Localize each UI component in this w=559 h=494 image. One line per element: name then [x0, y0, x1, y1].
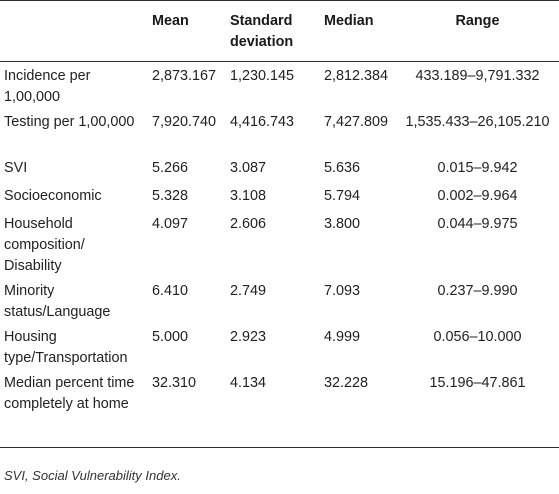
cell-sd: 1,230.145 — [230, 68, 295, 84]
cell-mean: 2,873.167 — [152, 68, 217, 84]
cell-median: 7,427.809 — [324, 114, 389, 130]
cell-median: 5.636 — [324, 160, 361, 176]
cell-range: 0.056–10.000 — [433, 329, 522, 345]
row-label: Testing per 1,00,000 — [4, 114, 135, 130]
cell-mean: 5.328 — [152, 188, 189, 204]
cell-sd: 2.749 — [230, 283, 267, 299]
cell-sd: 4,416.743 — [230, 114, 295, 130]
header-median: Median — [324, 13, 374, 29]
row-label: Incidence per 1,00,000 — [4, 68, 91, 105]
cell-sd: 2.923 — [230, 329, 267, 345]
header-standard-deviation: Standard deviation — [230, 13, 294, 50]
cell-range: 1,535.433–26,105.210 — [405, 114, 550, 130]
row-label: Minority status/Language — [4, 283, 111, 320]
header-row: Mean Standard deviation Median Range — [0, 0, 559, 62]
cell-mean: 7,920.740 — [152, 114, 217, 130]
table-row: Testing per 1,00,000 7,920.740 4,416.743… — [0, 108, 559, 154]
cell-mean: 4.097 — [152, 216, 189, 232]
header-mean: Mean — [152, 13, 189, 29]
statistics-table: Mean Standard deviation Median Range Inc… — [0, 0, 559, 447]
cell-median: 3.800 — [324, 216, 361, 232]
row-label: SVI — [4, 160, 28, 176]
cell-median: 4.999 — [324, 329, 361, 345]
cell-range: 0.044–9.975 — [437, 216, 518, 232]
row-label: Housing type/Transportation — [4, 329, 128, 366]
cell-range: 15.196–47.861 — [429, 375, 526, 391]
cell-range: 433.189–9,791.332 — [415, 68, 540, 84]
cell-median: 7.093 — [324, 283, 361, 299]
cell-sd: 4.134 — [230, 375, 267, 391]
table-row: Socioeconomic 5.328 3.108 5.794 0.002–9.… — [0, 182, 559, 210]
table-row: Household composition/ Disability 4.097 … — [0, 210, 559, 277]
table-row: Incidence per 1,00,000 2,873.167 1,230.1… — [0, 62, 559, 109]
table-row: Minority status/Language 6.410 2.749 7.0… — [0, 277, 559, 323]
row-label: Median percent time completely at home — [4, 375, 135, 412]
cell-mean: 32.310 — [152, 375, 197, 391]
table-footnote: SVI, Social Vulnerability Index. — [4, 468, 181, 483]
cell-median: 2,812.384 — [324, 68, 389, 84]
row-label: Household composition/ Disability — [4, 216, 85, 274]
cell-sd: 3.087 — [230, 160, 267, 176]
cell-mean: 5.266 — [152, 160, 189, 176]
cell-range: 0.002–9.964 — [437, 188, 518, 204]
cell-median: 32.228 — [324, 375, 369, 391]
header-range: Range — [455, 13, 500, 29]
cell-range: 0.015–9.942 — [437, 160, 518, 176]
cell-median: 5.794 — [324, 188, 361, 204]
cell-mean: 6.410 — [152, 283, 189, 299]
table-row: SVI 5.266 3.087 5.636 0.015–9.942 — [0, 154, 559, 182]
cell-mean: 5.000 — [152, 329, 189, 345]
table-row: Median percent time completely at home 3… — [0, 369, 559, 447]
header-variable — [0, 1, 148, 62]
table-row: Housing type/Transportation 5.000 2.923 … — [0, 323, 559, 369]
cell-sd: 3.108 — [230, 188, 267, 204]
row-label: Socioeconomic — [4, 188, 102, 204]
cell-range: 0.237–9.990 — [437, 283, 518, 299]
cell-sd: 2.606 — [230, 216, 267, 232]
